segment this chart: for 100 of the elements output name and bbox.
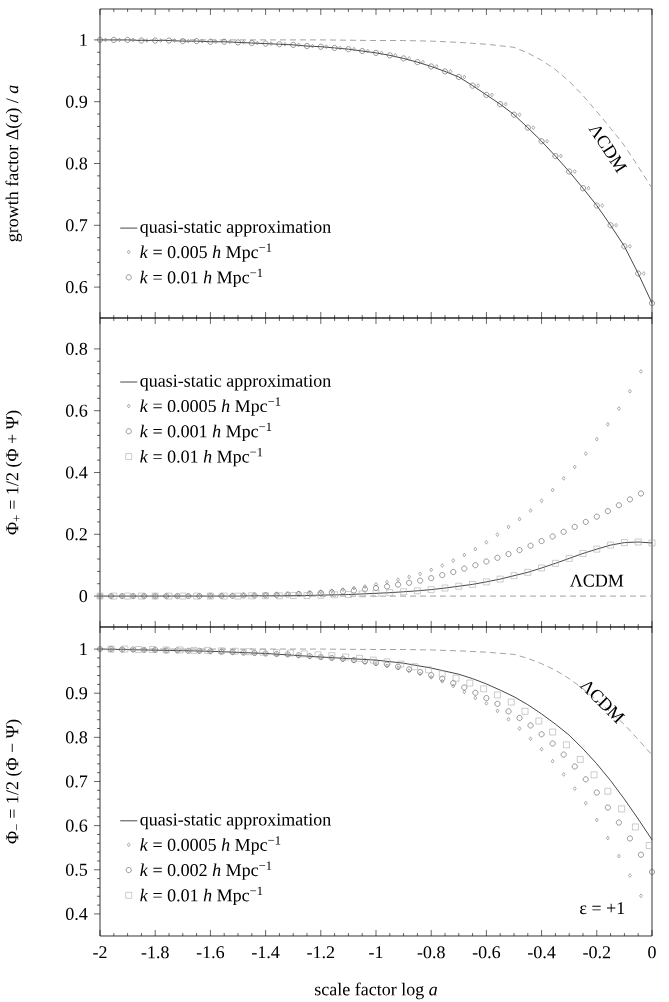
point [300, 650, 308, 658]
point [507, 698, 515, 706]
y-tick-label: 0.2 [65, 528, 87, 541]
point [483, 695, 490, 701]
point [635, 270, 642, 277]
point [549, 728, 556, 736]
point [604, 804, 611, 811]
point [324, 44, 329, 49]
point [407, 574, 411, 580]
point [461, 684, 468, 691]
point [439, 572, 446, 578]
point [417, 577, 424, 584]
point [632, 823, 639, 831]
point [440, 679, 444, 684]
point [269, 41, 273, 46]
point [572, 169, 577, 174]
point [469, 581, 476, 588]
point [425, 666, 432, 674]
point [527, 542, 534, 549]
point [549, 740, 556, 747]
point [245, 648, 253, 656]
point [97, 37, 103, 43]
point [615, 819, 622, 826]
point [517, 726, 522, 731]
point [110, 592, 118, 600]
point [386, 589, 394, 596]
y-tick-label: 1 [80, 33, 87, 46]
point [559, 153, 563, 159]
legend-label: quasi-static approximation [140, 220, 331, 237]
point [545, 139, 549, 144]
point [550, 758, 555, 764]
point [385, 579, 389, 585]
point [639, 893, 643, 899]
point [455, 582, 463, 590]
point [552, 560, 559, 567]
x-tick-label: 0 [648, 946, 656, 959]
point [296, 42, 301, 48]
point [374, 582, 378, 587]
y-tick-label: 0.8 [65, 342, 88, 355]
point [550, 487, 555, 493]
point [451, 558, 455, 563]
point [138, 37, 145, 44]
point [607, 222, 614, 229]
point [590, 771, 598, 779]
point [304, 43, 310, 49]
point [483, 92, 490, 98]
x-tick-label: -0.2 [583, 946, 611, 959]
point [407, 56, 411, 61]
point [373, 49, 379, 56]
y-axis-title: Φ$_{−}$ = 1/2 (Φ − Ψ) [5, 719, 23, 844]
y-tick-label: 0.6 [65, 280, 88, 294]
point [379, 50, 384, 56]
point [365, 48, 370, 54]
point [352, 46, 356, 52]
point [440, 563, 444, 568]
point [124, 37, 131, 43]
point [372, 590, 380, 597]
point [582, 519, 589, 525]
point [538, 564, 545, 572]
point [521, 708, 529, 715]
point [472, 689, 479, 696]
point [484, 540, 489, 545]
y-axis-title: growth factor Δ(a) / a [5, 85, 23, 242]
point [214, 39, 218, 44]
y-tick-label: 0.9 [65, 687, 88, 700]
point [345, 46, 352, 53]
point [103, 37, 108, 43]
point [593, 202, 600, 209]
point [450, 569, 457, 575]
point [262, 40, 269, 47]
point [135, 646, 142, 653]
point [193, 38, 200, 45]
point [207, 38, 214, 45]
point [617, 406, 621, 411]
point [166, 37, 172, 44]
x-tick-label: -0.6 [472, 946, 501, 959]
point [359, 48, 366, 54]
point [538, 731, 545, 738]
point [593, 789, 600, 796]
point [527, 722, 534, 729]
point [483, 558, 490, 565]
point [510, 572, 518, 579]
point [400, 55, 407, 62]
point [614, 223, 618, 228]
point [517, 516, 522, 522]
legend-label: k = 0.01 h Mpc$^{−1}$ [140, 447, 263, 467]
y-tick-label: 0.7 [65, 219, 88, 232]
point [411, 663, 418, 671]
point [617, 853, 621, 859]
point [483, 578, 490, 586]
legend-label: k = 0.001 h Mpc$^{−1}$ [140, 422, 272, 442]
point [535, 717, 543, 725]
y-axis-title: Φ$_{+}$ = 1/2 (Φ + Ψ) [5, 410, 23, 535]
point [618, 805, 625, 813]
point [595, 817, 599, 823]
point [461, 565, 468, 572]
point [455, 74, 462, 80]
x-tick-label: -2 [93, 946, 107, 959]
point [572, 786, 577, 791]
point [283, 42, 287, 47]
